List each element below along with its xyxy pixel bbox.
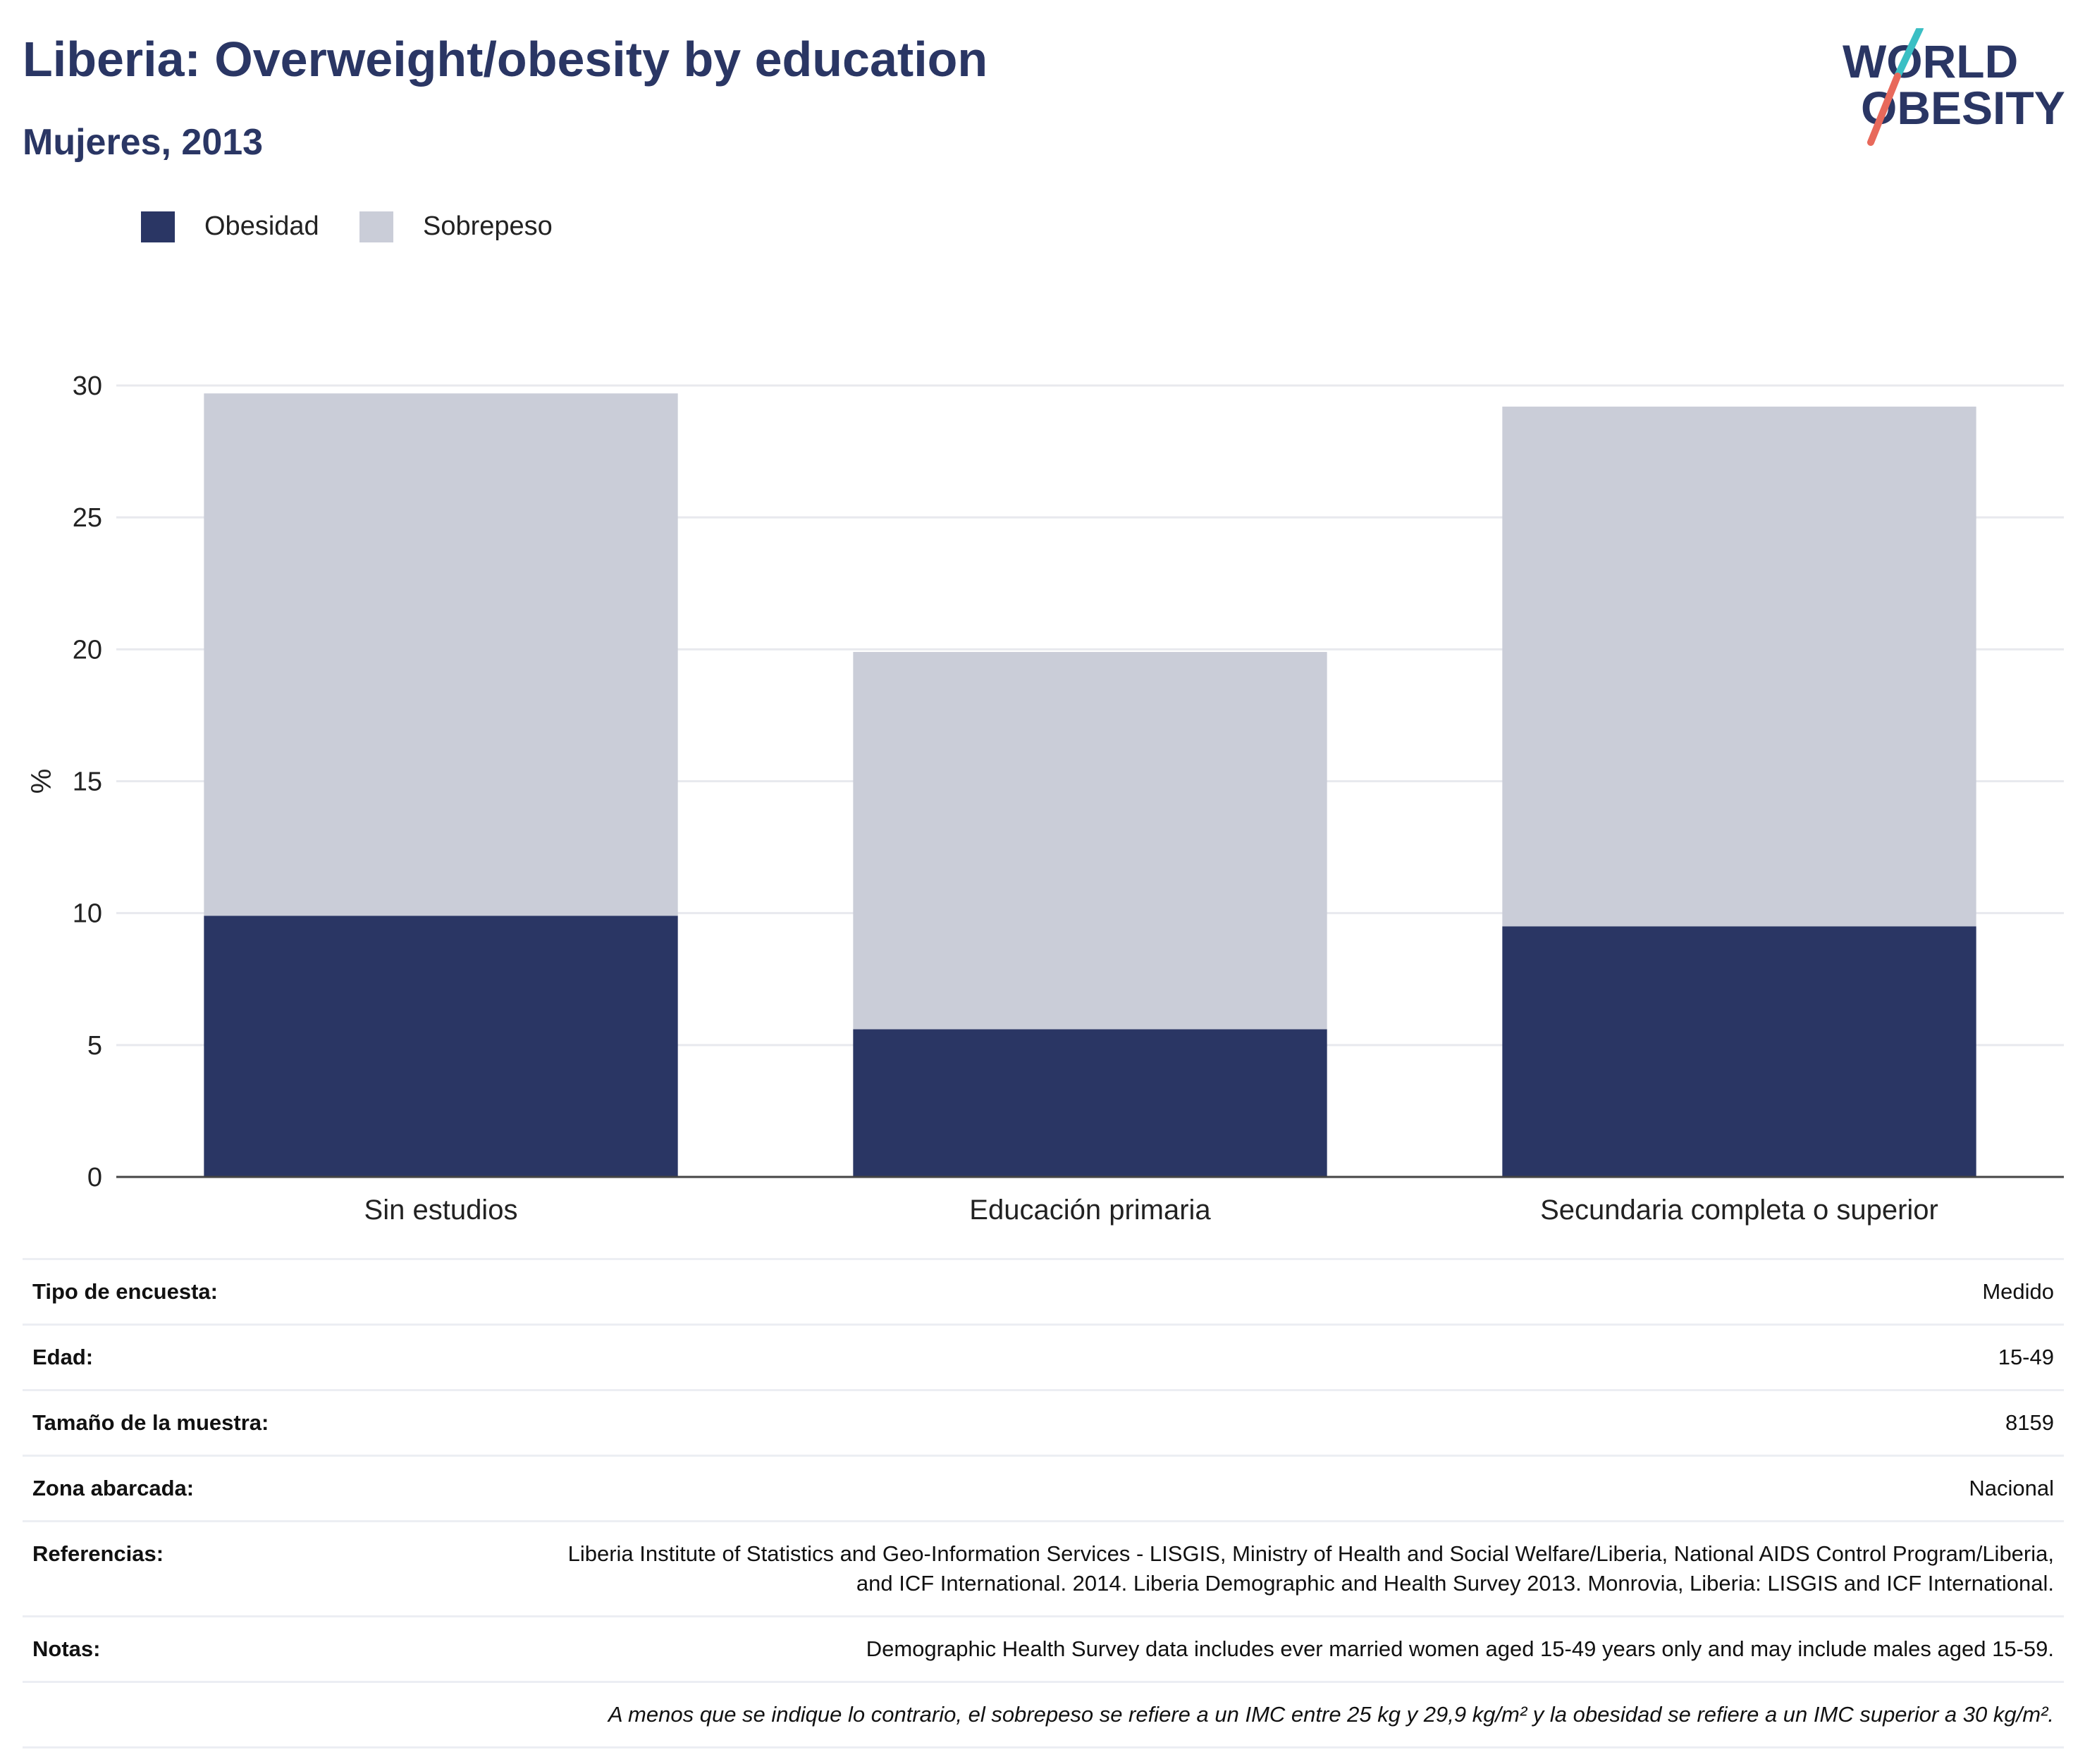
y-tick-label: 0 bbox=[87, 1163, 102, 1192]
chart-title: Liberia: Overweight/obesity by education bbox=[23, 32, 988, 87]
bar-obesidad bbox=[204, 915, 678, 1177]
info-value: Demographic Health Survey data includes … bbox=[866, 1636, 2054, 1661]
logo-word-world: WORLD bbox=[1843, 35, 2018, 87]
info-label: Tipo de encuesta: bbox=[32, 1279, 218, 1304]
bar-sobrepeso bbox=[204, 393, 678, 916]
stacked-bar-chart: 0 5 10 15 20 25 30% Sin estudios Educación prima… bbox=[26, 371, 2064, 1226]
world-obesity-logo: WORLD OBESITY bbox=[1843, 28, 2065, 146]
logo-slash-top bbox=[1894, 28, 1924, 80]
y-tick-label: 30 bbox=[73, 371, 102, 401]
info-label: Notas: bbox=[32, 1636, 101, 1661]
chart-subtitle: Mujeres, 2013 bbox=[23, 122, 264, 163]
info-label: Edad: bbox=[32, 1345, 94, 1369]
bar-sobrepeso bbox=[853, 652, 1327, 1030]
x-tick-label: Sin estudios bbox=[364, 1195, 518, 1226]
info-label: Tamaño de la muestra: bbox=[32, 1410, 269, 1435]
info-row-footnote: A menos que se indique lo contrario, el … bbox=[23, 1681, 2064, 1748]
bar-obesidad bbox=[853, 1029, 1327, 1177]
legend-label-obesidad: Obesidad bbox=[204, 211, 319, 241]
bmi-footnote: A menos que se indique lo contrario, el … bbox=[608, 1702, 2054, 1727]
info-label: Referencias: bbox=[32, 1541, 164, 1566]
info-row-sample-size: Tamaño de la muestra: 8159 bbox=[23, 1389, 2064, 1455]
info-value: 8159 bbox=[2005, 1410, 2054, 1435]
legend-swatch-sobrepeso bbox=[359, 211, 393, 242]
survey-info-table: Tipo de encuesta: Medido Edad: 15-49 Tam… bbox=[23, 1258, 2064, 1748]
y-axis-title: % bbox=[26, 769, 57, 794]
info-value: Nacional bbox=[1969, 1476, 2054, 1500]
info-row-age: Edad: 15-49 bbox=[23, 1324, 2064, 1389]
y-tick-label: 20 bbox=[73, 635, 102, 665]
bar-sobrepeso bbox=[1502, 406, 1976, 927]
logo-slash-bottom bbox=[1867, 73, 1901, 146]
bar-obesidad bbox=[1502, 926, 1976, 1177]
y-tick-label: 15 bbox=[73, 767, 102, 797]
x-tick-label: Educación primaria bbox=[969, 1195, 1211, 1226]
info-row-references: Referencias: Liberia Institute of Statis… bbox=[23, 1520, 2064, 1615]
info-value: 15-49 bbox=[1998, 1345, 2054, 1369]
y-tick-label: 25 bbox=[73, 503, 102, 533]
info-value: Liberia Institute of Statistics and Geo-… bbox=[567, 1541, 2054, 1596]
info-value: Medido bbox=[1982, 1279, 2054, 1304]
legend-label-sobrepeso: Sobrepeso bbox=[423, 211, 553, 241]
info-row-coverage: Zona abarcada: Nacional bbox=[23, 1455, 2064, 1520]
y-tick-label: 5 bbox=[87, 1031, 102, 1061]
info-row-survey-type: Tipo de encuesta: Medido bbox=[23, 1258, 2064, 1324]
info-row-notes: Notas: Demographic Health Survey data in… bbox=[23, 1615, 2064, 1681]
x-tick-label: Secundaria completa o superior bbox=[1540, 1195, 1938, 1226]
legend-swatch-obesidad bbox=[141, 211, 175, 242]
y-tick-label: 10 bbox=[73, 899, 102, 929]
info-label: Zona abarcada: bbox=[32, 1476, 195, 1500]
